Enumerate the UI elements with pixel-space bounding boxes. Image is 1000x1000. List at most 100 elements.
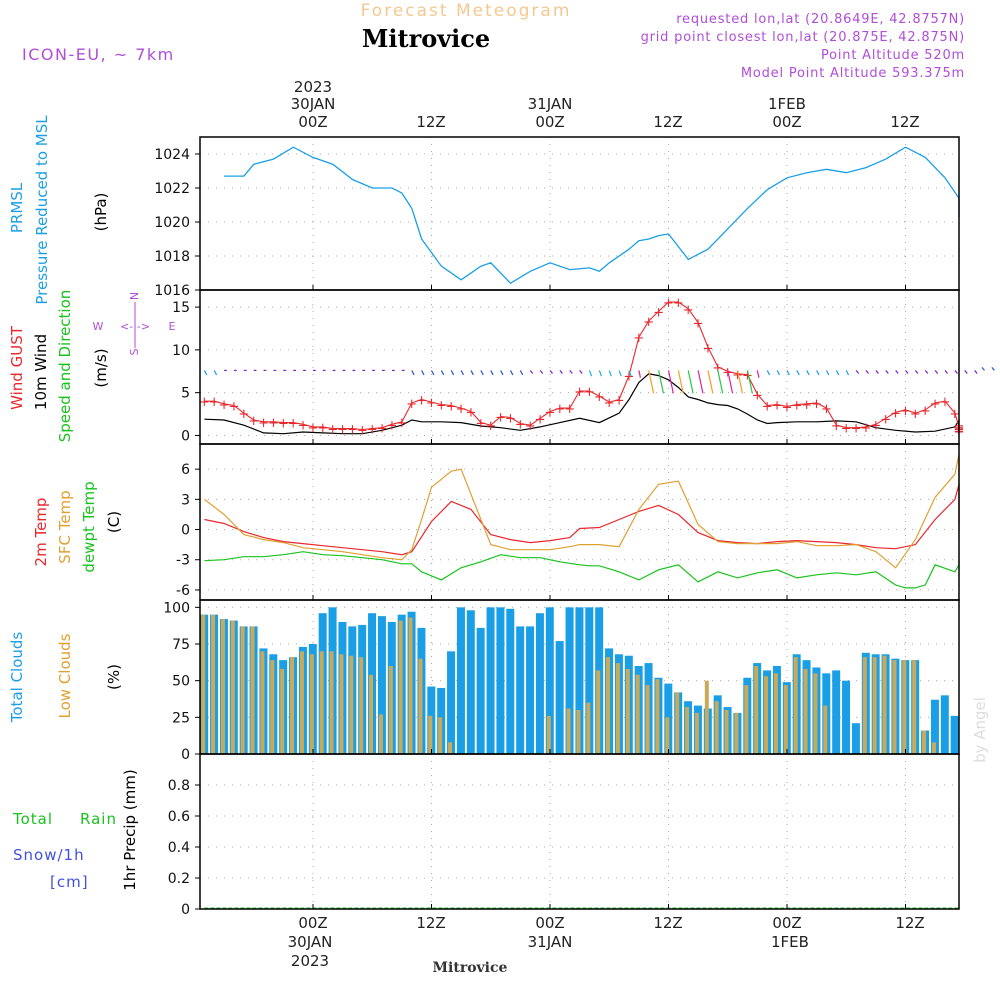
y-tick-label: 10 — [172, 343, 190, 359]
gust-marker: + — [505, 411, 516, 426]
gust-marker: + — [248, 414, 259, 429]
pressure-line — [224, 146, 960, 285]
point-altitude: Point Altitude 520m — [821, 48, 965, 63]
low-cloud-bar — [270, 660, 275, 754]
wind-direction-arrow — [717, 370, 724, 394]
wind-direction-arrow — [816, 370, 820, 376]
total-cloud-bar — [545, 607, 554, 754]
wind-direction-arrow — [885, 370, 889, 374]
total-cloud-bar — [377, 616, 386, 754]
y-tick-label: 1018 — [154, 249, 190, 265]
wind-direction-arrow — [569, 370, 573, 374]
gust-marker: + — [327, 423, 338, 438]
low-cloud-bar — [339, 654, 344, 754]
gust-marker: + — [564, 402, 575, 417]
wind-direction-arrow — [991, 366, 995, 371]
top-hour-6: 12Z — [890, 113, 919, 131]
label-low-clouds: Low Clouds — [56, 633, 74, 718]
wind-direction-arrow — [944, 370, 949, 374]
wind-direction-arrow — [905, 370, 909, 374]
total-cloud-bar — [486, 607, 495, 754]
label-cm: [cm] — [50, 873, 89, 891]
y-tick-label: 0 — [181, 428, 190, 444]
temp-labels: 2m Temp SFC Temp dewpt Temp (C) — [32, 481, 123, 572]
low-cloud-bar — [418, 658, 423, 754]
low-cloud-bar — [220, 619, 225, 754]
low-cloud-bar — [615, 663, 620, 754]
panel-frame — [199, 753, 960, 910]
wind-direction-arrow — [914, 370, 919, 374]
gust-marker: + — [317, 421, 328, 436]
gust-marker: + — [485, 419, 496, 434]
wind-direction-arrow — [835, 370, 840, 376]
y-tick-label: 1016 — [154, 283, 190, 299]
model-altitude: Model Point Altitude 593.375m — [741, 66, 965, 81]
bottom-year: 2023 — [291, 952, 329, 970]
wind-direction-arrow — [529, 370, 534, 374]
y-tick-label: -3 — [176, 553, 190, 569]
wind-direction-arrow — [677, 370, 684, 394]
total-cloud-bar — [585, 607, 594, 754]
total-cloud-bar — [476, 627, 485, 754]
low-cloud-bar — [704, 680, 709, 754]
gust-marker: + — [475, 417, 486, 432]
low-cloud-bar — [645, 685, 650, 754]
gust-marker: + — [396, 416, 407, 431]
gust-marker: + — [930, 397, 941, 412]
requested-coords: requested lon,lat (20.8649E, 42.8757N) — [676, 12, 965, 27]
panel-frame — [199, 136, 960, 291]
wind-direction-arrow — [895, 370, 899, 374]
low-cloud-bar — [773, 673, 778, 754]
low-cloud-bar — [793, 657, 798, 754]
wind-direction-arrow — [756, 370, 760, 378]
bottom-day-2: 31JAN — [528, 933, 573, 951]
low-cloud-bar — [655, 679, 660, 754]
gust-marker: + — [209, 395, 220, 410]
gust-marker: + — [495, 411, 506, 426]
low-cloud-bar — [349, 655, 354, 754]
low-cloud-bar — [724, 710, 729, 754]
wind-direction-arrow — [608, 370, 612, 377]
gust-marker: + — [347, 423, 358, 438]
bottom-hour-4: 12Z — [653, 914, 682, 932]
label-c: (C) — [105, 511, 123, 533]
gust-marker: + — [940, 395, 951, 410]
gust-marker: + — [268, 416, 279, 431]
total-cloud-bar — [466, 610, 475, 754]
gust-marker: + — [683, 303, 694, 318]
gust-marker: + — [663, 296, 674, 311]
wind-direction-arrow — [687, 370, 694, 394]
top-hour-1: 00Z — [298, 113, 327, 131]
gust-marker: + — [643, 315, 654, 330]
total-cloud-bar — [930, 699, 939, 754]
total-cloud-bar — [555, 641, 564, 754]
gust-marker: + — [288, 417, 299, 432]
wind-direction-arrow — [450, 370, 455, 376]
wind-direction-arrow — [981, 366, 985, 371]
gust-marker: + — [831, 419, 842, 434]
low-cloud-bar — [329, 651, 334, 754]
total-cloud-bar — [950, 715, 959, 754]
y-tick-label: 15 — [172, 300, 190, 316]
gust-marker: + — [515, 417, 526, 432]
y-tick-label: 25 — [172, 710, 190, 726]
gust-marker: + — [920, 404, 931, 419]
wind-direction-arrow — [480, 370, 484, 376]
gust-marker: + — [791, 399, 802, 414]
total-cloud-bar — [496, 607, 505, 754]
gust-marker: + — [801, 398, 812, 413]
low-cloud-bar — [388, 666, 393, 754]
low-cloud-bar — [872, 657, 877, 754]
wind-direction-arrow — [421, 370, 425, 376]
gust-marker: + — [673, 296, 684, 311]
wind-direction-arrow — [203, 370, 208, 376]
low-cloud-bar — [576, 710, 581, 754]
top-hour-5: 00Z — [772, 113, 801, 131]
low-cloud-bar — [665, 717, 670, 754]
low-cloud-bar — [694, 712, 699, 754]
low-cloud-bar — [428, 715, 433, 754]
low-cloud-bar — [625, 668, 630, 754]
total-cloud-bar — [842, 680, 851, 754]
y-tick-label: 0 — [181, 523, 190, 539]
